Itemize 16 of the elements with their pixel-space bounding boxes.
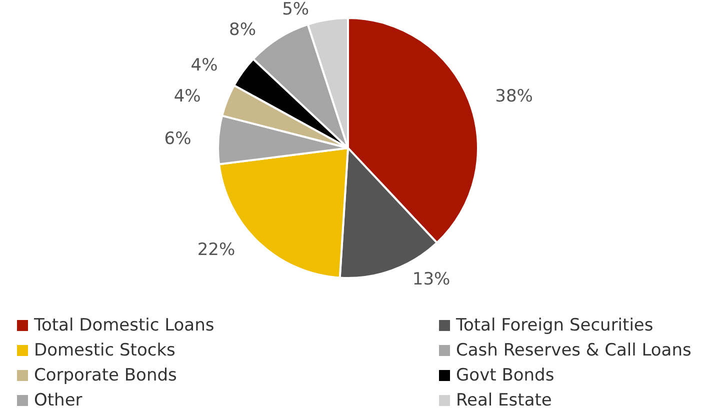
legend-label: Corporate Bonds xyxy=(34,366,178,386)
legend-label: Total Foreign Securities xyxy=(455,316,654,336)
data-label: 8% xyxy=(229,20,256,40)
legend-label: Other xyxy=(34,390,82,410)
data-label: 6% xyxy=(164,129,192,150)
legend-label: Domestic Stocks xyxy=(34,340,176,360)
data-label: 38% xyxy=(495,86,533,106)
legend-label: Cash Reserves & Call Loans xyxy=(456,340,692,360)
legend-label: Total Domestic Loans xyxy=(33,316,214,336)
data-label: 22% xyxy=(197,240,236,260)
legend-label: Govt Bonds xyxy=(456,366,554,386)
data-label: 4% xyxy=(190,56,218,76)
data-label: 13% xyxy=(412,270,450,290)
data-label: 4% xyxy=(174,86,201,106)
data-label: 5% xyxy=(282,0,310,20)
legend-label: Real Estate xyxy=(456,390,552,410)
